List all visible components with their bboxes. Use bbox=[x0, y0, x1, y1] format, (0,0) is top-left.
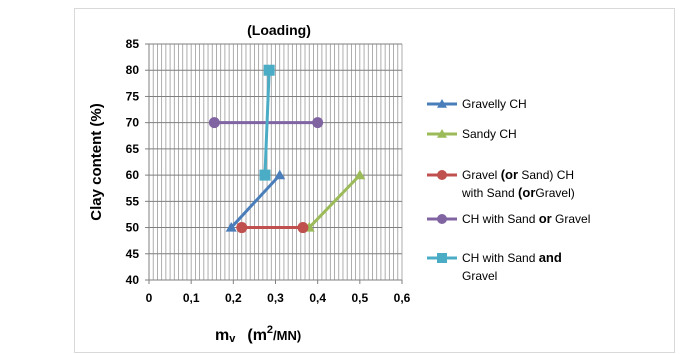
legend-label-part: (or bbox=[501, 167, 518, 182]
data-point bbox=[263, 64, 275, 76]
legend-label-part: CH with Sand bbox=[462, 212, 539, 226]
y-tick-label: 85 bbox=[126, 37, 140, 51]
y-tick-label: 40 bbox=[126, 273, 140, 287]
y-tick-label: 45 bbox=[126, 247, 140, 261]
x-axis-title-units-end: /MN) bbox=[273, 328, 301, 343]
chart-title: (Loading) bbox=[247, 22, 311, 38]
series-5 bbox=[259, 64, 275, 181]
x-tick-label: 0,5 bbox=[351, 291, 368, 305]
legend-label-part: or bbox=[539, 211, 552, 226]
data-point bbox=[354, 169, 366, 180]
x-tick-label: 0,2 bbox=[225, 291, 242, 305]
legend-label: with Sand (orGravel) bbox=[461, 185, 575, 200]
legend-marker bbox=[437, 129, 447, 138]
y-tick-label: 70 bbox=[126, 116, 140, 130]
legend-item-1: Gravelly CH bbox=[427, 97, 527, 111]
legend-label-part: Sand) CH bbox=[518, 168, 574, 182]
series-1 bbox=[225, 169, 286, 232]
legend-marker bbox=[437, 214, 447, 224]
legend-label-part: Gravel bbox=[462, 168, 501, 182]
data-point bbox=[236, 222, 248, 234]
legend-item-2: Sandy CH bbox=[427, 127, 517, 141]
legend-item-4: CH with Sand or Gravel bbox=[427, 211, 590, 226]
legend-marker bbox=[437, 253, 447, 263]
legend-label: Sandy CH bbox=[462, 127, 517, 141]
axes: 0 0,1 0,2 0,3 0,4 0,5 0,6 40 45 50 55 60 65 70 75 80 85 bbox=[126, 37, 411, 305]
data-point bbox=[274, 169, 286, 180]
legend-label-part: Gravel bbox=[462, 269, 497, 283]
series-line bbox=[263, 70, 271, 176]
legend-label: Gravelly CH bbox=[462, 97, 527, 111]
legend-label-part: and bbox=[539, 250, 562, 265]
y-axis-title: Clay content (%) bbox=[88, 103, 105, 221]
series-line bbox=[308, 174, 361, 229]
x-axis-title-sub: v bbox=[229, 333, 236, 345]
series-line bbox=[230, 174, 281, 229]
x-tick-label: 0 bbox=[146, 291, 153, 305]
legend-label-part: CH with Sand bbox=[462, 251, 539, 265]
legend-label-part: with Sand bbox=[461, 186, 518, 200]
data-point bbox=[297, 222, 309, 234]
x-tick-label: 0,6 bbox=[394, 291, 411, 305]
y-tick-label: 80 bbox=[126, 63, 140, 77]
legend-label: CH with Sand and bbox=[462, 250, 562, 265]
y-tick-label: 55 bbox=[126, 194, 140, 208]
series-layer bbox=[208, 64, 366, 234]
y-tick-label: 75 bbox=[126, 89, 140, 103]
data-point bbox=[312, 117, 324, 129]
legend-marker bbox=[437, 99, 447, 108]
legend-marker bbox=[437, 170, 447, 180]
data-point bbox=[259, 169, 271, 181]
x-axis-title-units: (m bbox=[247, 327, 267, 344]
x-axis-title: mv (m2/MN) bbox=[215, 324, 301, 345]
series-3 bbox=[236, 222, 309, 234]
y-tick-label: 50 bbox=[126, 221, 140, 235]
legend-label-part: (or bbox=[518, 185, 535, 200]
x-tick-label: 0,3 bbox=[267, 291, 284, 305]
legend-label: CH with Sand or Gravel bbox=[462, 211, 590, 226]
x-tick-label: 0,1 bbox=[183, 291, 200, 305]
data-point bbox=[208, 117, 220, 129]
y-tick-label: 65 bbox=[126, 142, 140, 156]
data-point bbox=[225, 222, 237, 232]
legend-label: Gravel (or Sand) CH bbox=[462, 167, 574, 182]
x-axis-title-sup: 2 bbox=[267, 324, 273, 336]
y-tick-label: 60 bbox=[126, 168, 140, 182]
grid bbox=[149, 43, 403, 280]
legend-item-5: CH with Sand and Gravel bbox=[427, 250, 562, 283]
legend-label: Gravel bbox=[462, 269, 497, 283]
x-axis-title-main: m bbox=[215, 327, 229, 344]
legend-label-part: Gravel) bbox=[535, 186, 574, 200]
legend-label-part: Gravel bbox=[552, 212, 591, 226]
x-tick-label: 0,4 bbox=[309, 291, 326, 305]
